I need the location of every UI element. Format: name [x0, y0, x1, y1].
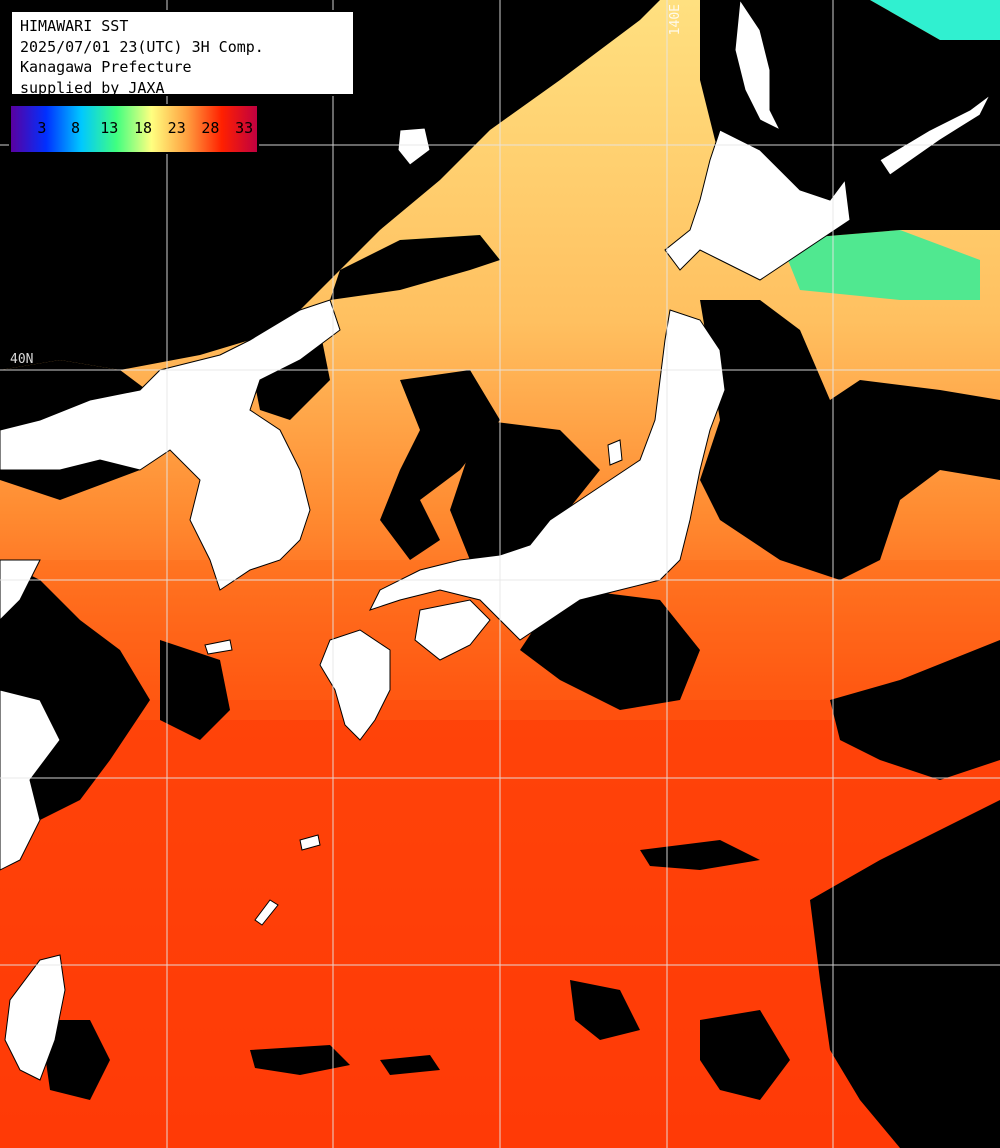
land-kyushu — [319, 629, 391, 741]
color-scale-label: 8 — [71, 119, 81, 137]
color-scale-labels: 3 8 13 18 23 28 33 — [11, 119, 257, 141]
color-scale-label: 23 — [167, 119, 186, 137]
grid-label-40n: 40N — [10, 352, 34, 367]
color-scale-label: 28 — [201, 119, 220, 137]
color-scale-label: 13 — [100, 119, 119, 137]
info-box: HIMAWARI SST 2025/07/01 23(UTC) 3H Comp.… — [10, 10, 355, 97]
land-shikoku — [414, 599, 491, 661]
land-korea-china — [0, 299, 341, 591]
color-scale-label: 18 — [133, 119, 153, 137]
land-amami — [299, 834, 321, 851]
map-credit: supplied by JAXA — [20, 78, 165, 97]
land-vladivostok-island — [397, 127, 431, 166]
color-scale-legend: 3 8 13 18 23 28 33 — [9, 104, 259, 154]
land-hokkaido — [664, 129, 851, 281]
sea-cyan-corner — [870, 0, 1000, 40]
land-kurils — [879, 94, 991, 176]
sea-cold-sakhalin — [780, 230, 980, 300]
grid-label-140e: 140E — [668, 4, 683, 36]
land-honshu — [369, 309, 726, 641]
color-scale-bar — [11, 106, 257, 152]
land-sado — [607, 439, 623, 466]
land-china-coast — [0, 559, 41, 621]
color-scale-label: 33 — [235, 119, 254, 137]
land-taiwan — [4, 954, 66, 1081]
land-masses — [0, 0, 991, 1081]
land-china-south — [0, 689, 61, 871]
color-scale-label: 3 — [37, 119, 47, 137]
grid-label-30n: 30N — [10, 760, 34, 775]
land-jeju — [204, 639, 233, 655]
map-region: Kanagawa Prefecture — [20, 58, 192, 76]
map-datetime: 2025/07/01 23(UTC) 3H Comp. — [20, 37, 264, 56]
land-okinawa — [254, 899, 279, 926]
land-sakhalin — [734, 0, 782, 132]
map-title: HIMAWARI SST — [20, 17, 129, 35]
